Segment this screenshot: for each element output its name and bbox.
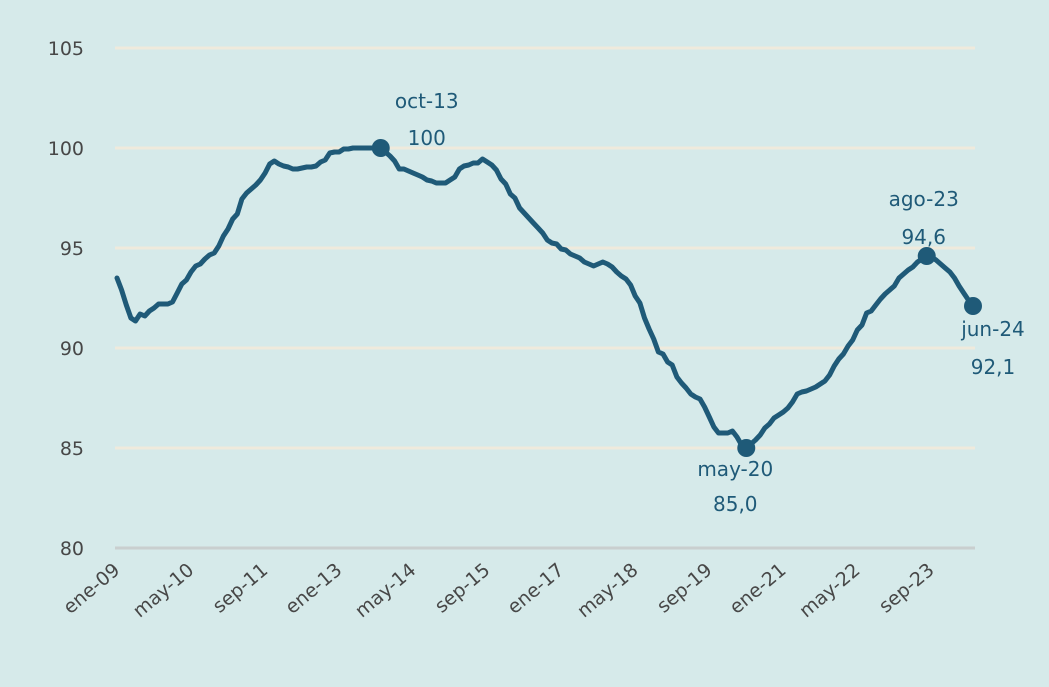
x-tick-label: sep-23: [875, 559, 939, 617]
y-tick-label: 105: [48, 38, 84, 60]
y-tick-label: 80: [60, 538, 84, 560]
annotations: oct-13 100 may-20 85,0 ago-23 94,6 jun-24 92,1: [371, 89, 1025, 516]
annotation-date: oct-13: [395, 89, 459, 113]
annotation-date: may-20: [697, 457, 773, 481]
x-tick-label: may-14: [351, 559, 420, 622]
x-tick-label: ene-09: [59, 559, 124, 619]
x-tick-label: ene-13: [281, 559, 346, 619]
x-axis-ticks: ene-09 may-10 sep-11 ene-13 may-14 sep-15 ene-…: [59, 559, 938, 622]
annotation-value: 92,1: [971, 355, 1016, 379]
x-tick-label: may-18: [573, 559, 642, 622]
y-tick-label: 100: [48, 138, 84, 160]
annotation-value: 94,6: [901, 225, 946, 249]
y-tick-label: 85: [60, 438, 84, 460]
series-line: [114, 145, 976, 451]
x-tick-label: may-10: [129, 559, 198, 622]
x-tick-label: sep-11: [209, 559, 273, 617]
x-tick-label: sep-19: [653, 559, 717, 617]
annotation-value: 85,0: [713, 492, 758, 516]
annotation-marker: [917, 247, 936, 265]
annotation-marker: [964, 297, 982, 315]
annotation-marker: [737, 439, 756, 457]
x-tick-label: sep-15: [431, 559, 495, 617]
y-tick-label: 95: [60, 238, 84, 260]
x-tick-label: may-22: [795, 559, 864, 622]
x-tick-label: ene-17: [503, 559, 568, 619]
annotation-marker: [371, 139, 390, 157]
y-axis-ticks: 80 85 90 95 100 105: [48, 38, 84, 560]
annotation-date: ago-23: [889, 187, 959, 211]
y-tick-label: 90: [60, 338, 84, 360]
x-tick-label: ene-21: [725, 559, 790, 619]
annotation-value: 100: [408, 126, 446, 150]
gridlines: [115, 46, 975, 550]
annotation-date: jun-24: [960, 317, 1025, 341]
